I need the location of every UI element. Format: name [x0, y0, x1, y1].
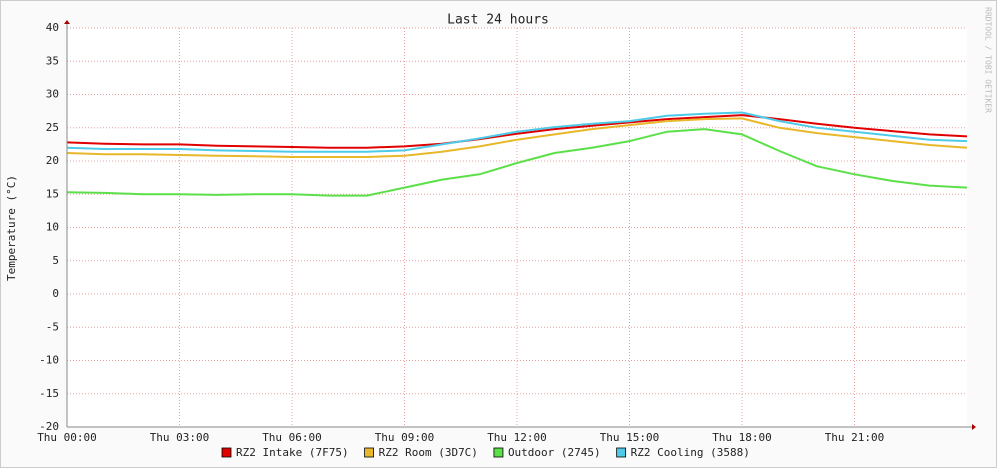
y-tick-label: 5: [52, 254, 59, 267]
y-tick-label: 10: [46, 221, 59, 234]
legend-swatch: [221, 447, 232, 458]
x-tick-label: Thu 18:00: [712, 431, 772, 444]
y-tick-label: 15: [46, 187, 59, 200]
legend-swatch: [493, 447, 504, 458]
legend-swatch: [364, 447, 374, 458]
legend-label: RZ2 Intake (7F75): [236, 446, 349, 459]
series-line: [66, 111, 968, 153]
x-tick-label: Thu 21:00: [825, 431, 885, 444]
series-lines: [66, 111, 968, 197]
y-axis-label: Temperature (°C): [5, 175, 18, 281]
legend: RZ2 Intake (7F75) RZ2 Room (3D7C) Outdoor …: [221, 446, 750, 459]
y-tick-label: 35: [46, 54, 59, 67]
series-line: [66, 128, 968, 197]
chart-title: Last 24 hours: [447, 13, 549, 28]
y-tick-label: 25: [46, 121, 59, 134]
y-arrow: [64, 20, 70, 24]
y-tick-label: -10: [39, 354, 59, 367]
legend-label: Outdoor (2745): [508, 446, 601, 459]
legend-label: RZ2 Room (3D7C): [379, 446, 478, 459]
y-tick-label: 20: [46, 154, 59, 167]
x-tick-label: Thu 12:00: [487, 431, 547, 444]
legend-label: RZ2 Cooling (3588): [631, 446, 750, 459]
series-line: [66, 117, 968, 158]
x-tick-label: Thu 09:00: [375, 431, 435, 444]
y-tick-label: 0: [52, 287, 59, 300]
x-tick-label: Thu 06:00: [262, 431, 322, 444]
y-tick-label: -15: [39, 387, 59, 400]
y-tick-label: 30: [46, 88, 59, 101]
x-tick-label: Thu 03:00: [150, 431, 210, 444]
series-line: [66, 114, 968, 149]
y-tick-label: -20: [39, 420, 59, 433]
watermark: RRDTOOL / TOBI OETIKER: [984, 7, 993, 113]
y-tick-label: -5: [46, 320, 59, 333]
y-tick-label: 40: [46, 21, 59, 34]
x-tick-label: Thu 00:00: [37, 431, 97, 444]
x-arrow: [972, 424, 976, 430]
legend-swatch: [616, 447, 627, 458]
x-tick-label: Thu 15:00: [600, 431, 660, 444]
